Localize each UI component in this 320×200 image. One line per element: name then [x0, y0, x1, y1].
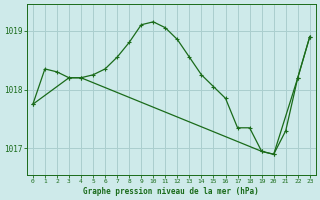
- X-axis label: Graphe pression niveau de la mer (hPa): Graphe pression niveau de la mer (hPa): [84, 187, 259, 196]
